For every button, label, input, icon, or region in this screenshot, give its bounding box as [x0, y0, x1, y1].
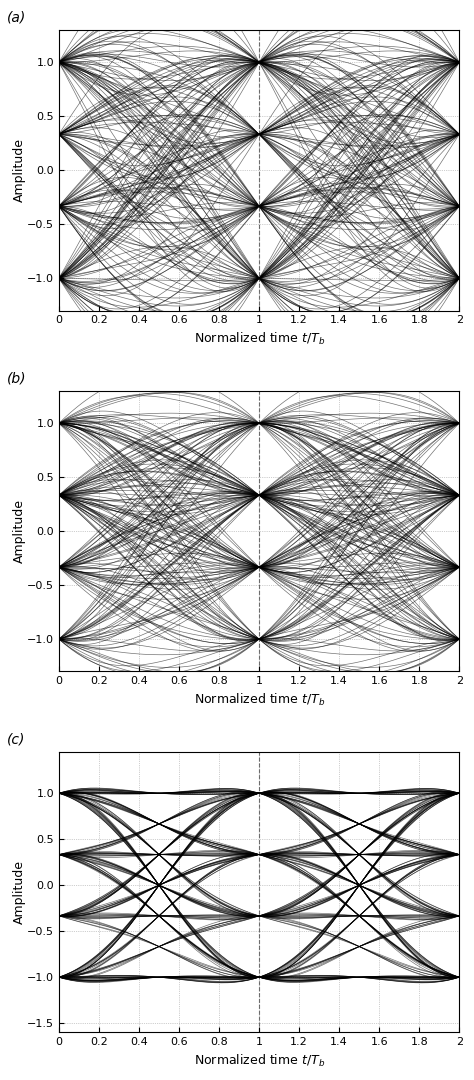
Text: (b): (b) [7, 372, 26, 386]
Text: (a): (a) [7, 11, 26, 25]
Text: (c): (c) [7, 732, 25, 746]
Y-axis label: Amplitude: Amplitude [13, 499, 26, 563]
X-axis label: Normalized time $t/T_b$: Normalized time $t/T_b$ [193, 692, 325, 708]
X-axis label: Normalized time $t/T_b$: Normalized time $t/T_b$ [193, 1053, 325, 1069]
X-axis label: Normalized time $t/T_b$: Normalized time $t/T_b$ [193, 330, 325, 347]
Y-axis label: Amplitude: Amplitude [13, 138, 26, 202]
Y-axis label: Amplitude: Amplitude [13, 860, 26, 924]
